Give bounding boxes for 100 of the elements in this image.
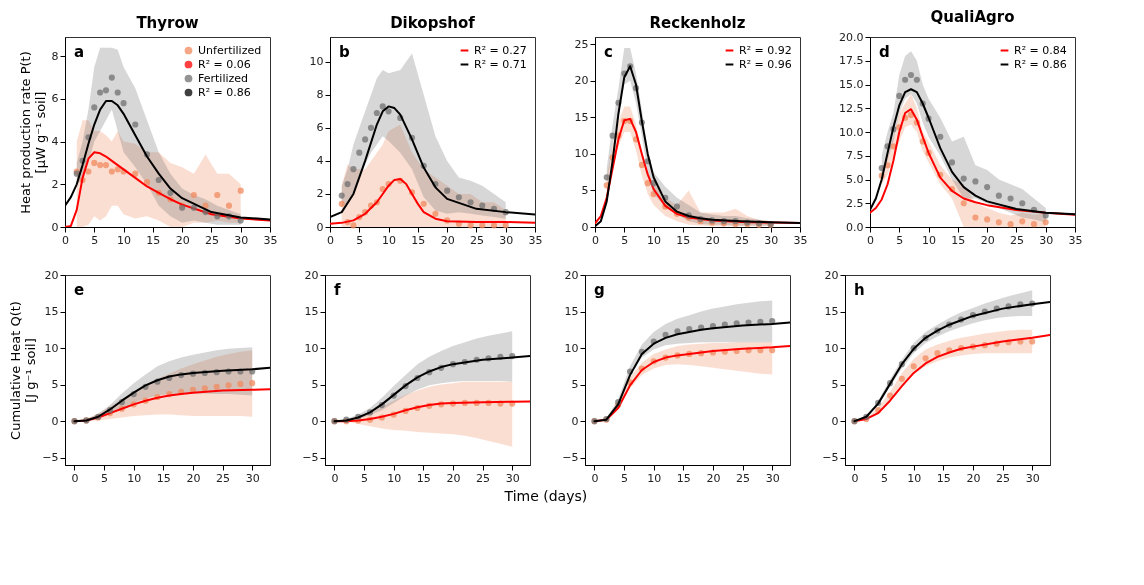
y-tick-label: 0 [316,220,324,234]
y-tick-label: 8 [316,88,324,102]
y-tick-label: 20 [44,268,59,282]
y-tick-label: 12.5 [839,101,864,115]
x-tick-label: 15 [951,233,966,247]
x-tick-label: 10 [387,471,402,485]
y-tick-label: 0 [571,414,579,428]
y-tick-label: 20 [574,74,589,88]
legend-label: R² = 0.06 [198,57,251,71]
chart-title: Reckenholz [649,14,746,32]
legend-label: Unfertilized [198,43,262,57]
y-tick-label: 4 [316,154,324,168]
y-tick-label: 5 [581,183,589,197]
y-axis-title: Cumulative Heat Q(t) [J g⁻¹ soil] [8,301,39,440]
x-tick-label: 15 [156,471,171,485]
y-tick-label: 0 [51,414,59,428]
y-tick-label: 8 [51,49,59,63]
y-tick-label: 20.0 [839,30,864,44]
y-tick-label: 10 [824,341,839,355]
x-tick-label: 0 [327,233,334,247]
x-tick-label: 30 [245,471,260,485]
y-tick-label: 2.5 [846,196,864,210]
annotation: h [854,281,865,299]
annotation: e [74,281,85,299]
x-tick-label: 35 [793,233,808,247]
y-tick-label: 10 [309,55,324,69]
y-tick-label: 0 [51,220,59,234]
x-tick-label: 0 [62,233,69,247]
legend-label: R² = 0.71 [474,57,527,71]
y-tick-label: 17.5 [839,54,864,68]
x-tick-label: 5 [621,233,629,247]
x-tick-label: 30 [764,233,779,247]
x-tick-label: 5 [621,471,629,485]
y-tick-label: 5 [571,378,579,392]
x-tick-label: 25 [736,471,751,485]
x-tick-label: 15 [936,471,951,485]
x-tick-label: 5 [356,233,364,247]
x-tick-label: 20 [186,471,201,485]
annotation: c [604,43,613,61]
annotation: f [334,281,341,299]
x-tick-label: 35 [528,233,543,247]
x-tick-label: 15 [411,233,426,247]
x-axis-title: Time (days) [503,487,588,504]
x-tick-label: 10 [382,233,397,247]
y-tick-label: 4 [51,135,59,149]
y-tick-label: 10 [44,341,59,355]
x-tick-label: 30 [505,471,520,485]
x-tick-label: 10 [117,233,132,247]
y-tick-label: 5 [51,378,59,392]
x-tick-label: 25 [204,233,219,247]
y-tick-label: 15 [574,110,589,124]
x-tick-label: 0 [331,471,339,485]
y-tick-label: 2 [316,187,324,201]
x-tick-label: 0 [592,233,599,247]
x-tick-label: 15 [676,471,691,485]
y-tick-label: 2 [51,177,59,191]
y-tick-label: −5 [822,451,839,465]
x-tick-label: 5 [881,471,889,485]
x-tick-label: 0 [591,471,599,485]
x-tick-label: 30 [499,233,514,247]
legend-label: Fertilized [198,71,249,85]
y-tick-label: 15 [44,305,59,319]
annotation: g [594,281,605,299]
y-tick-label: 10 [304,341,319,355]
x-tick-label: 0 [867,233,874,247]
y-tick-label: 10 [574,147,589,161]
x-tick-label: 15 [416,471,431,485]
y-tick-label: −5 [302,451,319,465]
legend-label: R² = 0.86 [198,85,251,99]
x-tick-label: 10 [907,471,922,485]
y-tick-label: 20 [824,268,839,282]
legend-label: R² = 0.96 [739,57,792,71]
y-tick-label: 5.0 [846,173,864,186]
x-tick-label: 15 [146,233,161,247]
y-tick-label: 20 [564,268,579,282]
x-tick-label: 5 [361,471,369,485]
y-tick-label: 0 [311,414,319,428]
y-tick-label: 0 [831,414,839,428]
y-tick-label: 6 [51,92,59,106]
y-tick-label: 25 [574,37,589,51]
annotation: a [74,43,85,61]
x-tick-label: 20 [980,233,995,247]
annotation: b [339,43,350,61]
x-tick-label: 30 [765,471,780,485]
x-tick-label: 5 [896,233,904,247]
x-tick-label: 20 [175,233,190,247]
legend-label: R² = 0.84 [1014,43,1067,57]
x-tick-label: 10 [647,233,662,247]
x-tick-label: 20 [446,471,461,485]
x-tick-label: 0 [71,471,79,485]
y-tick-label: 5 [831,378,839,392]
x-tick-label: 15 [676,233,691,247]
annotation: d [879,43,890,61]
x-tick-label: 20 [706,471,721,485]
y-tick-label: 10 [564,341,579,355]
chart-title: QualiAgro [930,8,1015,26]
y-tick-label: −5 [42,451,59,465]
legend-label: R² = 0.92 [739,43,792,57]
x-tick-label: 25 [1009,233,1024,247]
y-tick-label: 0 [581,220,589,234]
